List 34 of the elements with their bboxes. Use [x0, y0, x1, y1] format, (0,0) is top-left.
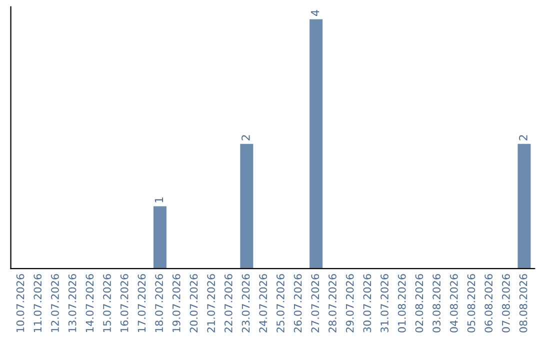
x-tick-label: 20.07.2026 — [190, 274, 198, 332]
x-tick-label: 18.07.2026 — [155, 274, 163, 332]
x-tick-label: 26.07.2026 — [294, 274, 302, 332]
data-label: 2 — [519, 135, 528, 140]
x-tick-label: 30.07.2026 — [363, 274, 372, 332]
x-tick-label: 02.08.2026 — [415, 274, 424, 332]
x-tick-label: 12.07.2026 — [51, 274, 59, 332]
x-tick-label: 22.07.2026 — [224, 274, 232, 332]
x-tick-label: 24.07.2026 — [259, 274, 268, 332]
x-tick-label: 07.08.2026 — [502, 274, 510, 332]
x-tick-label: 28.07.2026 — [328, 274, 336, 332]
x-tick-label: 03.08.2026 — [432, 274, 440, 332]
x-tick-label: 10.07.2026 — [16, 274, 24, 332]
x-tick-label: 31.07.2026 — [380, 274, 388, 332]
x-tick-label: 27.07.2026 — [311, 274, 320, 332]
x-tick-label: 15.07.2026 — [103, 274, 111, 332]
x-tick-label: 29.07.2026 — [346, 274, 354, 332]
x-tick-label: 13.07.2026 — [68, 274, 76, 332]
x-tick-label: 23.07.2026 — [242, 274, 250, 332]
x-tick-label: 16.07.2026 — [120, 274, 128, 332]
x-tick-label: 19.07.2026 — [172, 274, 180, 332]
x-tick-label: 01.08.2026 — [398, 274, 406, 332]
data-label: 1 — [154, 197, 164, 202]
x-tick-label: 05.08.2026 — [467, 274, 476, 332]
data-label: 4 — [311, 10, 320, 16]
data-label: 2 — [242, 135, 250, 140]
x-tick-label: 06.08.2026 — [484, 274, 493, 332]
x-tick-label: 14.07.2026 — [86, 274, 94, 332]
x-tick-label: 04.08.2026 — [450, 274, 458, 332]
x-tick-label: 11.07.2026 — [34, 274, 42, 332]
x-tick-label: 25.07.2026 — [276, 274, 284, 332]
x-tick-label: 17.07.2026 — [138, 274, 146, 332]
x-tick-label: 21.07.2026 — [207, 274, 216, 332]
x-tick-label: 08.08.2026 — [519, 274, 528, 332]
